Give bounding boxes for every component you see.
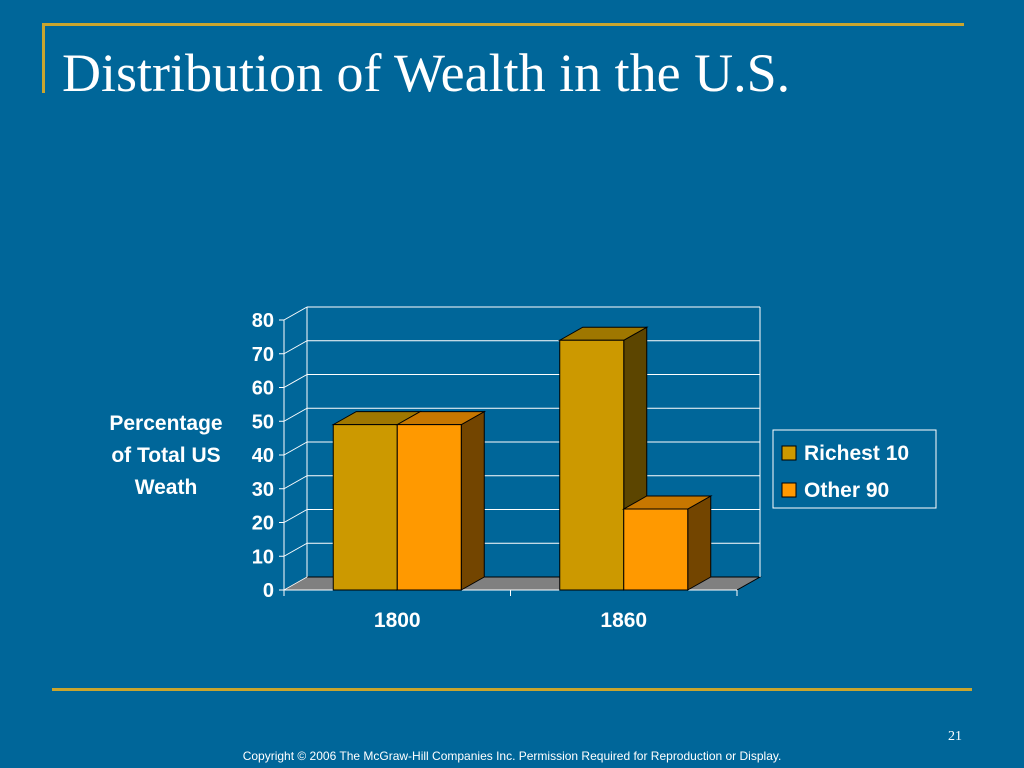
gridline-side <box>283 407 308 422</box>
bar <box>396 424 462 591</box>
x-tick-label: 1800 <box>374 609 421 632</box>
wealth-bar-chart: 0 10 20 30 40 50 60 70 80 1800 1860 Richest 10 Other… <box>252 306 937 632</box>
y-axis-title-line: of Total US <box>111 444 221 467</box>
frame-left-line <box>42 23 45 93</box>
y-tick-label: 80 <box>252 310 274 332</box>
x-tick-label: 1860 <box>600 609 647 632</box>
bar <box>623 508 689 591</box>
legend-label: Other 90 <box>804 479 889 502</box>
y-tick-label: 10 <box>252 546 274 568</box>
legend-swatch <box>781 445 797 461</box>
bar <box>332 424 398 591</box>
legend-swatch <box>781 482 797 498</box>
copyright-notice: Copyright © 2006 The McGraw-Hill Compani… <box>242 749 782 763</box>
frame-bottom-line <box>52 688 972 691</box>
y-axis-title: Percentage of Total US Weath <box>88 408 244 504</box>
y-tick-label: 0 <box>263 580 274 602</box>
gridline-side <box>283 576 308 591</box>
legend-label: Richest 10 <box>804 442 909 465</box>
bar-side <box>687 495 712 591</box>
y-axis-title-line: Weath <box>134 476 198 499</box>
y-tick-label: 30 <box>252 479 274 501</box>
page-number: 21 <box>948 729 962 744</box>
y-axis-title-line: Percentage <box>109 412 223 435</box>
gridline-side <box>283 542 308 557</box>
y-tick-label: 50 <box>252 411 274 433</box>
gridline-side <box>283 441 308 456</box>
y-tick-label: 70 <box>252 344 274 366</box>
y-tick-label: 60 <box>252 378 274 400</box>
gridline-side <box>283 475 308 490</box>
legend-box <box>772 429 937 509</box>
y-tick-label: 40 <box>252 445 274 467</box>
gridline-side <box>283 509 308 523</box>
y-tick-label: 20 <box>252 513 274 535</box>
gridline-side <box>283 340 308 355</box>
frame-top-line <box>42 23 964 26</box>
gridline-side <box>283 374 308 388</box>
gridline-side <box>283 306 308 321</box>
bar-side <box>460 410 485 591</box>
slide-title: Distribution of Wealth in the U.S. <box>62 43 791 103</box>
bar <box>559 339 625 591</box>
